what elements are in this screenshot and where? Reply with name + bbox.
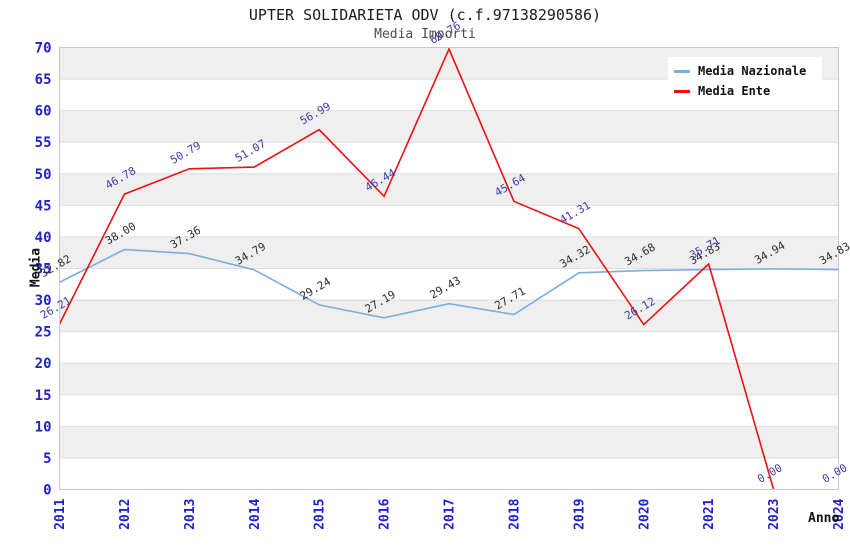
y-tick-label: 70	[35, 41, 52, 57]
y-tick-label: 65	[35, 72, 52, 88]
x-tick-label: 2020	[637, 498, 652, 529]
x-tick-label: 2016	[378, 498, 393, 529]
legend-label-media-nazionale: Media Nazionale	[698, 64, 807, 78]
y-tick-label: 0	[43, 483, 51, 499]
y-tick-label: 20	[35, 356, 52, 372]
x-tick-label: 2019	[572, 499, 587, 530]
legend: Media Nazionale Media Ente	[668, 57, 822, 105]
plot-band	[59, 363, 839, 395]
y-tick-label: 30	[35, 293, 52, 309]
x-tick-label: 2017	[443, 499, 458, 530]
y-tick-label: 50	[35, 167, 52, 183]
y-tick-label: 5	[43, 451, 51, 467]
data-label-media-ente: 50.79	[168, 139, 203, 167]
chart-subtitle: Media Importi	[374, 27, 476, 42]
y-tick-label: 25	[35, 325, 52, 341]
plot-band	[59, 173, 839, 206]
data-label-media-nazionale: 29.43	[428, 274, 463, 302]
x-tick-label: 2023	[767, 499, 782, 530]
data-label-media-ente: 0.00	[755, 461, 784, 486]
y-tick-label: 35	[35, 262, 52, 278]
data-label-media-ente: 69.76	[428, 19, 463, 47]
media-ente-line-swatch	[674, 89, 690, 93]
x-tick-label: 2018	[507, 498, 522, 529]
y-axis-title: Media	[28, 247, 44, 288]
plot-border	[59, 47, 839, 490]
y-tick-label: 10	[35, 419, 52, 435]
legend-label-media-ente: Media Ente	[698, 84, 771, 98]
x-tick-label: 2015	[313, 499, 328, 530]
media-nazionale-line-swatch	[674, 69, 690, 73]
x-tick-label: 2024	[832, 498, 847, 529]
x-tick-label: 2014	[248, 498, 263, 529]
x-tick-label: 2011	[53, 498, 68, 529]
plot-band	[59, 110, 839, 143]
x-tick-label: 2021	[702, 498, 717, 529]
y-tick-label: 60	[35, 104, 52, 120]
data-label-media-nazionale: 29.24	[298, 275, 334, 303]
y-tick-label: 15	[35, 388, 52, 404]
x-tick-label: 2012	[118, 499, 133, 530]
y-tick-label: 55	[35, 135, 52, 151]
legend-item-media-ente: Media Ente	[674, 81, 820, 101]
plot-band	[59, 426, 839, 458]
data-label-media-ente: 0.00	[820, 461, 849, 486]
plot-band	[59, 300, 839, 332]
line-media-nazionale	[59, 248, 839, 319]
chart-title: UPTER SOLIDARIETA ODV (c.f.97138290586)	[248, 6, 602, 24]
y-tick-label: 45	[35, 198, 52, 214]
line-media-ente	[58, 47, 775, 490]
x-axis-title: Anno	[808, 511, 840, 526]
x-tick-label: 2013	[183, 499, 198, 530]
y-tick-label: 40	[35, 230, 52, 246]
legend-item-media-nazionale: Media Nazionale	[674, 61, 820, 81]
